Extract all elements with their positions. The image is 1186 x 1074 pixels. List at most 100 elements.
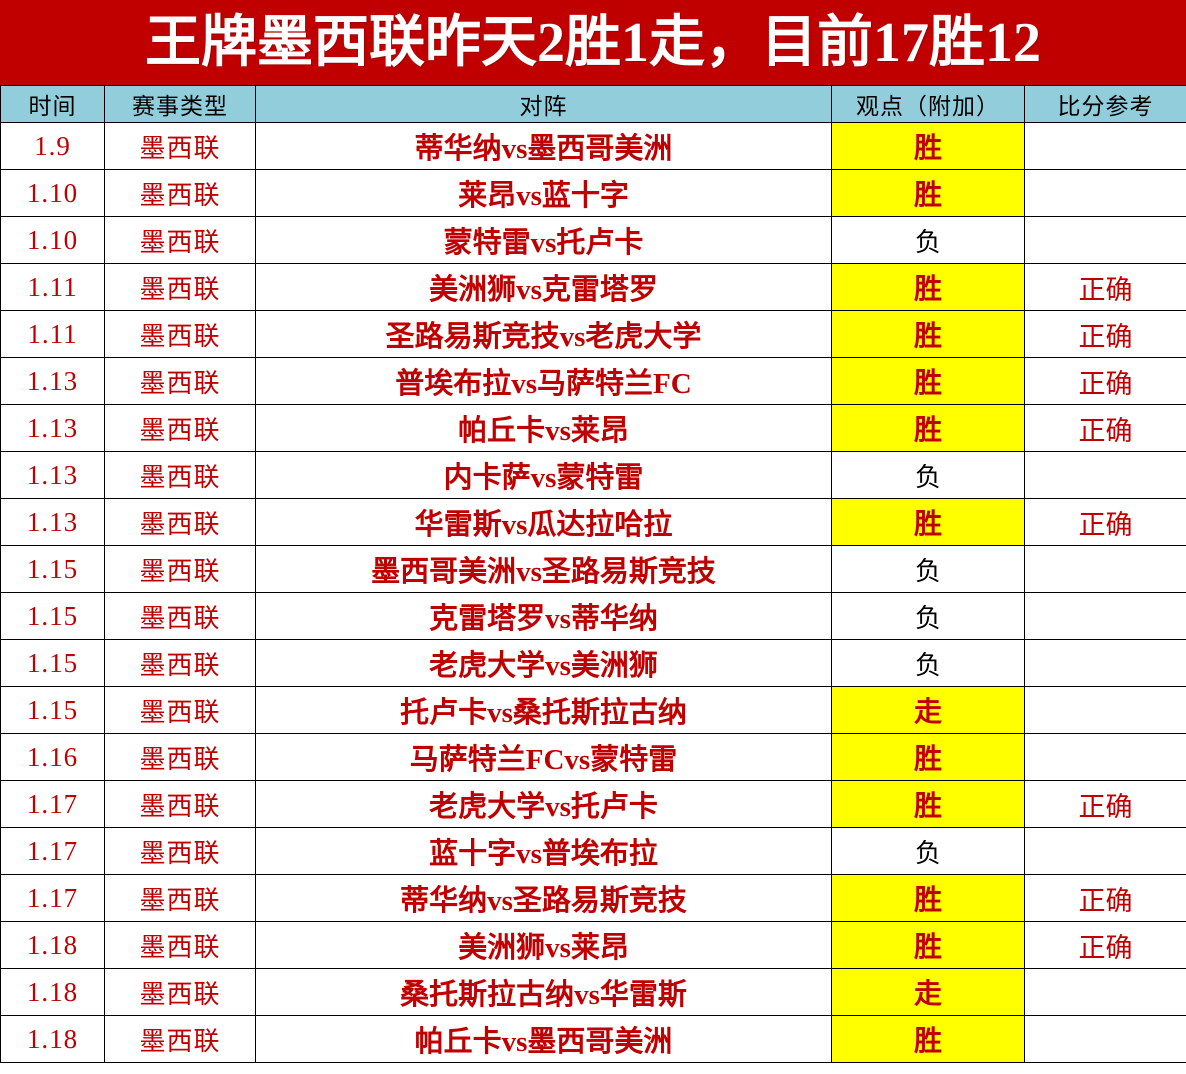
cell-match: 华雷斯vs瓜达拉哈拉 bbox=[255, 498, 832, 546]
cell-match: 蒂华纳vs墨西哥美洲 bbox=[255, 122, 832, 170]
cell-match: 美洲狮vs克雷塔罗 bbox=[255, 263, 832, 311]
cell-score: 正确 bbox=[1024, 404, 1186, 452]
cell-league: 墨西联 bbox=[104, 1015, 256, 1063]
cell-score bbox=[1024, 216, 1186, 264]
cell-view: 负 bbox=[831, 592, 1025, 640]
cell-view: 胜 bbox=[831, 310, 1025, 358]
cell-league: 墨西联 bbox=[104, 874, 256, 922]
cell-view: 走 bbox=[831, 686, 1025, 734]
cell-match: 帕丘卡vs莱昂 bbox=[255, 404, 832, 452]
table-row: 1.15 墨西联 克雷塔罗vs蒂华纳负 bbox=[0, 592, 1186, 640]
cell-view: 胜 bbox=[831, 874, 1025, 922]
cell-league: 墨西联 bbox=[104, 592, 256, 640]
cell-league: 墨西联 bbox=[104, 216, 256, 264]
cell-match: 墨西哥美洲vs圣路易斯竞技 bbox=[255, 545, 832, 593]
cell-league: 墨西联 bbox=[104, 639, 256, 687]
cell-score: 正确 bbox=[1024, 874, 1186, 922]
cell-match: 托卢卡vs桑托斯拉古纳 bbox=[255, 686, 832, 734]
cell-time: 1.15 bbox=[0, 545, 105, 593]
cell-score: 正确 bbox=[1024, 310, 1186, 358]
cell-league: 墨西联 bbox=[104, 310, 256, 358]
cell-score bbox=[1024, 733, 1186, 781]
cell-view: 胜 bbox=[831, 357, 1025, 405]
cell-time: 1.13 bbox=[0, 404, 105, 452]
cell-time: 1.10 bbox=[0, 216, 105, 264]
cell-match: 圣路易斯竞技vs老虎大学 bbox=[255, 310, 832, 358]
column-header-score[interactable]: 比分参考 bbox=[1024, 85, 1186, 123]
cell-time: 1.17 bbox=[0, 874, 105, 922]
cell-match: 帕丘卡vs墨西哥美洲 bbox=[255, 1015, 832, 1063]
cell-view: 走 bbox=[831, 968, 1025, 1016]
cell-time: 1.11 bbox=[0, 310, 105, 358]
table-row: 1.17 墨西联 老虎大学vs托卢卡胜正确 bbox=[0, 780, 1186, 828]
table-row: 1.13 墨西联 帕丘卡vs莱昂胜正确 bbox=[0, 404, 1186, 452]
cell-score: 正确 bbox=[1024, 357, 1186, 405]
cell-league: 墨西联 bbox=[104, 827, 256, 875]
table-row: 1.13 墨西联 华雷斯vs瓜达拉哈拉胜正确 bbox=[0, 498, 1186, 546]
predictions-table: 时间 赛事类型 对阵 观点（附加） 比分参考 1.9 墨西联 蒂华纳vs墨西哥美洲胜… bbox=[0, 85, 1186, 1063]
page-title: 王牌墨西联昨天2胜1走，目前17胜12 bbox=[145, 11, 1041, 74]
cell-league: 墨西联 bbox=[104, 968, 256, 1016]
table-row: 1.13 墨西联 内卡萨vs蒙特雷负 bbox=[0, 451, 1186, 499]
column-header-match[interactable]: 对阵 bbox=[255, 85, 832, 123]
cell-match: 马萨特兰FCvs蒙特雷 bbox=[255, 733, 832, 781]
cell-match: 桑托斯拉古纳vs华雷斯 bbox=[255, 968, 832, 1016]
cell-match: 莱昂vs蓝十字 bbox=[255, 169, 832, 217]
cell-view: 负 bbox=[831, 545, 1025, 593]
table-header-row: 时间 赛事类型 对阵 观点（附加） 比分参考 bbox=[0, 85, 1186, 123]
cell-score bbox=[1024, 592, 1186, 640]
cell-match: 内卡萨vs蒙特雷 bbox=[255, 451, 832, 499]
cell-view: 负 bbox=[831, 216, 1025, 264]
cell-time: 1.10 bbox=[0, 169, 105, 217]
cell-league: 墨西联 bbox=[104, 733, 256, 781]
column-header-time[interactable]: 时间 bbox=[0, 85, 105, 123]
table-row: 1.15 墨西联 托卢卡vs桑托斯拉古纳走 bbox=[0, 686, 1186, 734]
cell-time: 1.18 bbox=[0, 968, 105, 1016]
cell-match: 普埃布拉vs马萨特兰FC bbox=[255, 357, 832, 405]
cell-league: 墨西联 bbox=[104, 686, 256, 734]
cell-score bbox=[1024, 169, 1186, 217]
cell-league: 墨西联 bbox=[104, 357, 256, 405]
cell-league: 墨西联 bbox=[104, 451, 256, 499]
cell-view: 胜 bbox=[831, 122, 1025, 170]
cell-view: 胜 bbox=[831, 169, 1025, 217]
cell-match: 蒙特雷vs托卢卡 bbox=[255, 216, 832, 264]
cell-time: 1.15 bbox=[0, 592, 105, 640]
cell-time: 1.15 bbox=[0, 639, 105, 687]
cell-league: 墨西联 bbox=[104, 921, 256, 969]
table-row: 1.18 墨西联 美洲狮vs莱昂胜正确 bbox=[0, 921, 1186, 969]
cell-time: 1.18 bbox=[0, 921, 105, 969]
cell-time: 1.9 bbox=[0, 122, 105, 170]
column-header-view[interactable]: 观点（附加） bbox=[831, 85, 1025, 123]
cell-league: 墨西联 bbox=[104, 263, 256, 311]
cell-score bbox=[1024, 827, 1186, 875]
cell-match: 克雷塔罗vs蒂华纳 bbox=[255, 592, 832, 640]
table-row: 1.15 墨西联 老虎大学vs美洲狮负 bbox=[0, 639, 1186, 687]
cell-score: 正确 bbox=[1024, 921, 1186, 969]
table-row: 1.11 墨西联 圣路易斯竞技vs老虎大学胜正确 bbox=[0, 310, 1186, 358]
column-header-league[interactable]: 赛事类型 bbox=[104, 85, 256, 123]
table-row: 1.18 墨西联 帕丘卡vs墨西哥美洲胜 bbox=[0, 1015, 1186, 1063]
cell-score bbox=[1024, 968, 1186, 1016]
title-banner: 王牌墨西联昨天2胜1走，目前17胜12 bbox=[0, 0, 1186, 85]
cell-time: 1.17 bbox=[0, 780, 105, 828]
cell-match: 老虎大学vs美洲狮 bbox=[255, 639, 832, 687]
cell-score bbox=[1024, 1015, 1186, 1063]
cell-time: 1.17 bbox=[0, 827, 105, 875]
cell-score bbox=[1024, 686, 1186, 734]
cell-match: 美洲狮vs莱昂 bbox=[255, 921, 832, 969]
cell-league: 墨西联 bbox=[104, 169, 256, 217]
cell-score: 正确 bbox=[1024, 263, 1186, 311]
cell-score bbox=[1024, 545, 1186, 593]
table-row: 1.15 墨西联 墨西哥美洲vs圣路易斯竞技负 bbox=[0, 545, 1186, 593]
cell-league: 墨西联 bbox=[104, 545, 256, 593]
cell-match: 蒂华纳vs圣路易斯竞技 bbox=[255, 874, 832, 922]
cell-league: 墨西联 bbox=[104, 404, 256, 452]
table-row: 1.11 墨西联 美洲狮vs克雷塔罗胜正确 bbox=[0, 263, 1186, 311]
cell-view: 负 bbox=[831, 639, 1025, 687]
table-row: 1.10 墨西联 莱昂vs蓝十字胜 bbox=[0, 169, 1186, 217]
cell-score bbox=[1024, 122, 1186, 170]
table-body: 1.9 墨西联 蒂华纳vs墨西哥美洲胜 1.10 墨西联 莱昂vs蓝十字胜 1.10 墨西联蒙… bbox=[0, 122, 1186, 1063]
cell-score: 正确 bbox=[1024, 498, 1186, 546]
cell-score bbox=[1024, 451, 1186, 499]
